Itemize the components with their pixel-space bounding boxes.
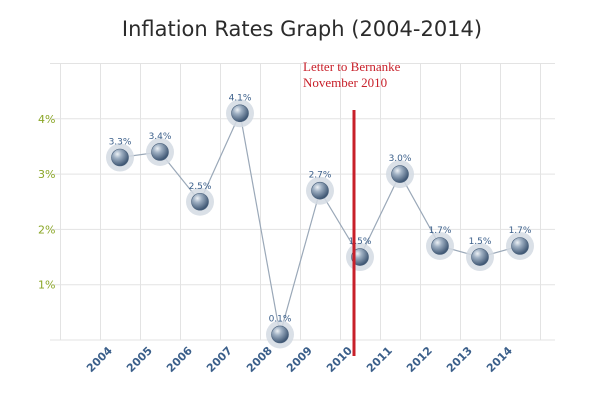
- x-tick-label: 2009: [284, 344, 315, 375]
- x-tick-label: 2012: [404, 344, 435, 375]
- data-point: [151, 143, 169, 161]
- x-tick-label: 2010: [324, 344, 355, 375]
- y-tick-label: 4%: [38, 113, 55, 126]
- x-tick-label: 2005: [124, 344, 155, 375]
- data-label: 1.5%: [469, 237, 492, 247]
- x-tick-label: 2007: [204, 344, 235, 375]
- data-point: [191, 192, 209, 211]
- data-label: 2.5%: [189, 182, 212, 192]
- data-label: 1.7%: [509, 226, 532, 236]
- data-label: 3.3%: [109, 138, 132, 148]
- data-label: 2.7%: [309, 171, 332, 181]
- x-tick-label: 2013: [444, 344, 475, 375]
- x-tick-label: 2011: [364, 344, 395, 375]
- x-tick-label: 2014: [484, 344, 515, 375]
- grid: [50, 63, 555, 341]
- x-tick-label: 2008: [244, 344, 275, 375]
- data-label: 4.1%: [229, 93, 252, 103]
- data-point: [231, 104, 249, 123]
- data-point: [511, 237, 529, 255]
- data-point: [271, 325, 289, 344]
- data-label: 3.4%: [149, 132, 172, 142]
- y-tick-label: 3%: [38, 168, 55, 181]
- data-point: [391, 165, 409, 183]
- data-label: 1.5%: [349, 237, 372, 247]
- data-label: 0.1%: [269, 314, 292, 324]
- y-tick-label: 2%: [38, 223, 55, 236]
- data-points: 3.3% 3.4% 2.5% 4.1% 0.1% 2.7% 1.5% 3.0% 1.7% 1.5%…: [106, 93, 534, 349]
- data-label: 1.7%: [429, 226, 452, 236]
- data-point: [111, 148, 129, 167]
- annotation-line2: November 2010: [303, 75, 387, 90]
- data-point: [311, 181, 329, 200]
- data-point: [351, 248, 369, 266]
- annotation-layer: Letter to Bernanke November 2010: [303, 59, 401, 356]
- chart-title: Inflation Rates Graph (2004-2014): [122, 17, 482, 41]
- x-tick-label: 2006: [164, 344, 195, 375]
- data-label: 3.0%: [389, 154, 412, 164]
- data-point: [431, 237, 449, 255]
- x-tick-label: 2004: [84, 344, 115, 375]
- annotation-line1: Letter to Bernanke: [303, 59, 401, 74]
- y-tick-label: 1%: [38, 279, 55, 292]
- data-point: [471, 248, 489, 266]
